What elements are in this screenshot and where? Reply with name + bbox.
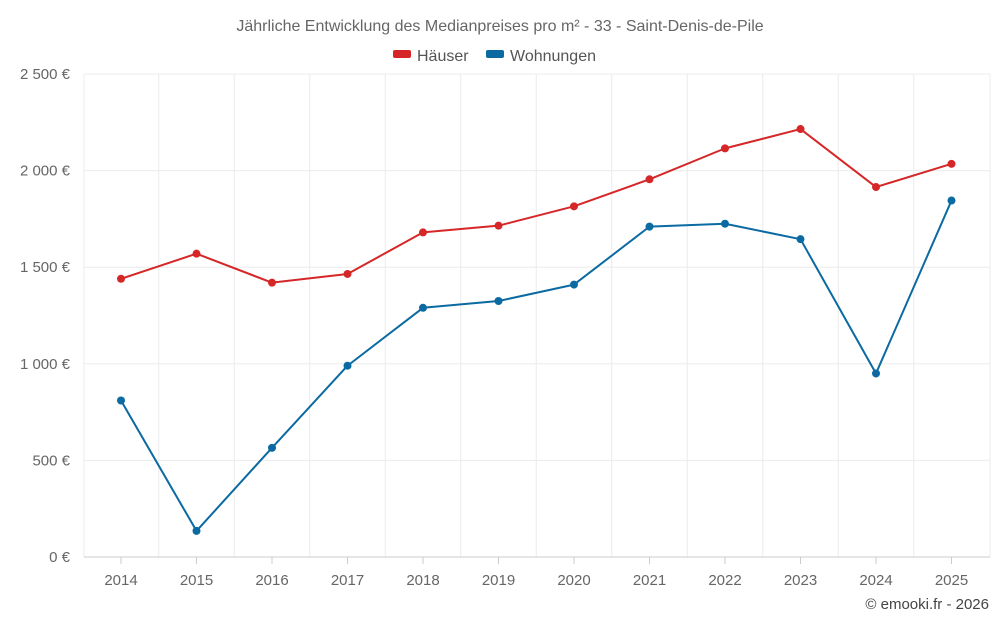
data-point-haeuser[interactable] (872, 183, 880, 192)
data-point-haeuser[interactable] (796, 125, 805, 134)
x-tick-label: 2019 (482, 572, 515, 589)
x-tick-label: 2017 (331, 572, 364, 589)
legend-item-haeuser[interactable]: Häuser (393, 48, 469, 65)
x-tick-label: 2014 (104, 572, 137, 589)
data-point-haeuser[interactable] (117, 274, 125, 283)
y-tick-label: 2 000 € (20, 163, 71, 180)
legend-swatch-wohnungen (486, 50, 504, 58)
series-line-wohnungen (120, 200, 953, 532)
y-tick-label: 2 500 € (20, 66, 71, 83)
data-point-haeuser[interactable] (494, 221, 503, 230)
data-point-haeuser[interactable] (645, 175, 654, 184)
x-tick-label: 2024 (859, 572, 892, 589)
data-point-wohnungen[interactable] (947, 196, 956, 205)
y-tick-label: 0 € (49, 549, 71, 566)
x-tick-label: 2018 (406, 572, 439, 589)
series-line-haeuser (120, 128, 952, 284)
data-point-haeuser[interactable] (721, 144, 729, 153)
data-point-haeuser[interactable] (343, 269, 352, 278)
x-tick-label: 2023 (784, 572, 817, 589)
chart-title: Jährliche Entwicklung des Medianpreises … (236, 18, 763, 35)
data-point-wohnungen[interactable] (796, 235, 805, 244)
legend-item-wohnungen[interactable]: Wohnungen (486, 48, 596, 65)
data-point-haeuser[interactable] (947, 159, 956, 168)
data-point-haeuser[interactable] (268, 278, 276, 287)
credit-text: © emooki.fr - 2026 (865, 596, 989, 613)
y-tick-label: 1 500 € (20, 259, 71, 276)
data-point-wohnungen[interactable] (419, 303, 427, 312)
data-point-wohnungen[interactable] (117, 396, 125, 405)
grid (83, 73, 991, 557)
x-tick-label: 2021 (633, 572, 666, 589)
y-tick-label: 1 000 € (20, 356, 71, 373)
x-tick-label: 2016 (255, 572, 288, 589)
data-point-haeuser[interactable] (419, 228, 427, 237)
x-tick-label: 2025 (935, 572, 968, 589)
series (117, 125, 956, 535)
data-point-wohnungen[interactable] (570, 280, 578, 289)
data-point-wohnungen[interactable] (343, 361, 352, 370)
y-tick-label: 500 € (32, 452, 70, 469)
legend-swatch-haeuser (393, 50, 411, 58)
y-axis: 0 € 500 € 1 000 € 1 500 € 2 000 € 2 500 € (20, 66, 71, 566)
series-haeuser (117, 125, 956, 287)
series-wohnungen (117, 196, 956, 535)
legend: Häuser Wohnungen (393, 48, 596, 65)
data-point-wohnungen[interactable] (268, 443, 276, 452)
legend-label-haeuser: Häuser (417, 48, 469, 65)
data-point-haeuser[interactable] (192, 249, 201, 258)
data-point-wohnungen[interactable] (645, 222, 654, 231)
x-axis: 2014 2015 2016 2017 2018 2019 2020 2021 2022 2023… (84, 556, 990, 589)
data-point-wohnungen[interactable] (721, 219, 729, 228)
x-tick-label: 2015 (180, 572, 213, 589)
x-tick-label: 2020 (557, 572, 590, 589)
data-point-wohnungen[interactable] (192, 526, 201, 535)
legend-label-wohnungen: Wohnungen (510, 48, 596, 65)
data-point-wohnungen[interactable] (494, 297, 503, 306)
x-tick-label: 2022 (708, 572, 741, 589)
data-point-haeuser[interactable] (570, 202, 578, 211)
data-point-wohnungen[interactable] (872, 369, 880, 378)
